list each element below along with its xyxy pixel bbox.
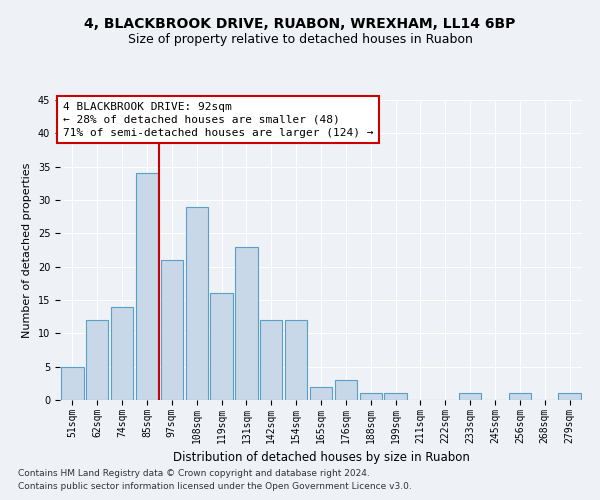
Bar: [136, 174, 158, 400]
Bar: [185, 206, 208, 400]
Bar: [61, 366, 83, 400]
Bar: [285, 320, 307, 400]
Bar: [235, 246, 257, 400]
Text: Contains public sector information licensed under the Open Government Licence v3: Contains public sector information licen…: [18, 482, 412, 491]
Bar: [359, 394, 382, 400]
Bar: [211, 294, 233, 400]
Bar: [385, 394, 407, 400]
Y-axis label: Number of detached properties: Number of detached properties: [22, 162, 32, 338]
Text: 4 BLACKBROOK DRIVE: 92sqm
← 28% of detached houses are smaller (48)
71% of semi-: 4 BLACKBROOK DRIVE: 92sqm ← 28% of detac…: [62, 102, 373, 138]
Bar: [559, 394, 581, 400]
Bar: [260, 320, 283, 400]
Bar: [161, 260, 183, 400]
Bar: [111, 306, 133, 400]
Bar: [335, 380, 357, 400]
Text: 4, BLACKBROOK DRIVE, RUABON, WREXHAM, LL14 6BP: 4, BLACKBROOK DRIVE, RUABON, WREXHAM, LL…: [85, 18, 515, 32]
Bar: [86, 320, 109, 400]
Text: Contains HM Land Registry data © Crown copyright and database right 2024.: Contains HM Land Registry data © Crown c…: [18, 468, 370, 477]
Bar: [459, 394, 481, 400]
Text: Size of property relative to detached houses in Ruabon: Size of property relative to detached ho…: [128, 32, 472, 46]
X-axis label: Distribution of detached houses by size in Ruabon: Distribution of detached houses by size …: [173, 451, 469, 464]
Bar: [509, 394, 531, 400]
Bar: [310, 386, 332, 400]
